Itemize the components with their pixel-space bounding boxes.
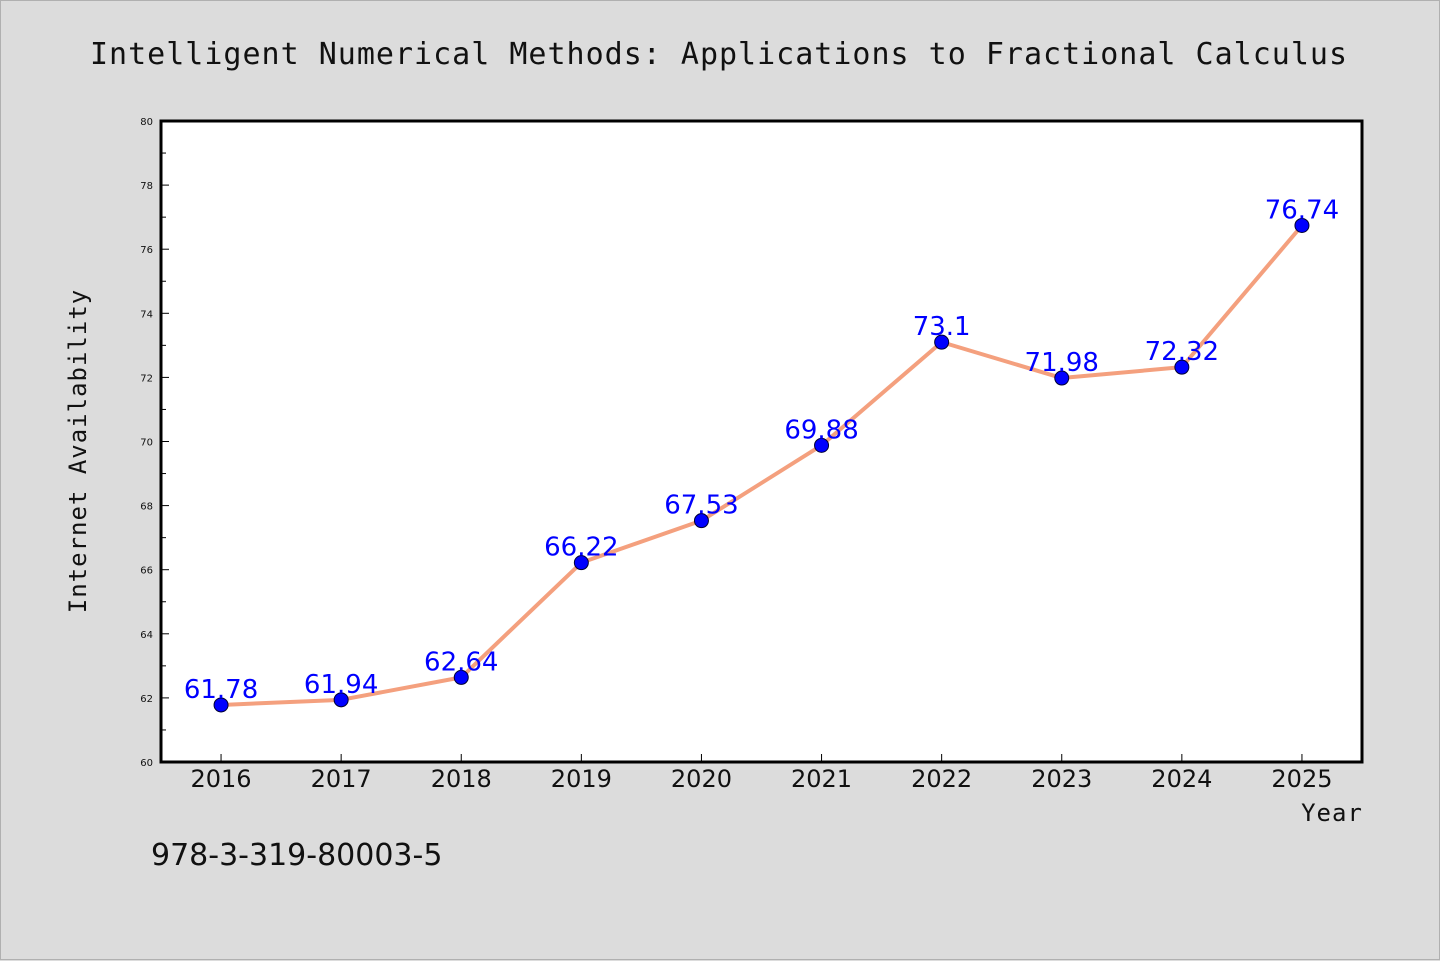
x-tick-label: 2025 [1271, 765, 1332, 793]
y-tick-label: 76 [140, 245, 153, 256]
y-axis-label: Internet Availability [64, 289, 92, 613]
y-tick-label: 68 [140, 502, 153, 513]
data-label: 73.1 [913, 312, 971, 342]
x-axis-label: Year [1301, 799, 1363, 827]
y-tick-label: 60 [140, 758, 153, 769]
data-label: 71.98 [1025, 348, 1099, 378]
data-point [814, 437, 830, 453]
data-point [333, 692, 349, 708]
y-tick-label: 70 [140, 438, 153, 449]
data-point [573, 555, 589, 571]
data-label: 61.94 [304, 670, 378, 700]
data-point [453, 669, 469, 685]
y-tick-label: 72 [140, 373, 153, 384]
data-point [934, 334, 950, 350]
data-point [1174, 359, 1190, 375]
data-label: 62.64 [424, 647, 498, 677]
x-tick-label: 2016 [191, 765, 252, 793]
y-axis: 60 62 64 66 68 70 72 74 76 78 80 [140, 117, 169, 769]
data-label: 67.53 [664, 491, 738, 521]
y-tick-label: 78 [140, 181, 153, 192]
plot-area [159, 119, 1364, 764]
data-point [1054, 370, 1070, 386]
data-label: 69.88 [784, 415, 858, 445]
x-tick-label: 2020 [671, 765, 732, 793]
isbn-footer: 978-3-319-80003-5 [151, 838, 442, 873]
y-tick-label: 62 [140, 694, 153, 705]
x-tick-label: 2024 [1151, 765, 1212, 793]
x-tick-label: 2023 [1031, 765, 1092, 793]
data-label: 72.32 [1145, 337, 1219, 367]
data-point [693, 513, 709, 529]
data-point [1294, 217, 1310, 233]
data-label: 61.78 [184, 675, 258, 705]
x-tick-label: 2021 [791, 765, 852, 793]
x-tick-label: 2019 [551, 765, 612, 793]
series-group: 61.78 61.94 62.64 66.22 67.53 69.88 73.1 71.98 7… [184, 195, 1339, 713]
y-tick-label: 64 [140, 630, 153, 641]
chart-title: Intelligent Numerical Methods: Applicati… [90, 37, 1348, 72]
y-tick-label: 80 [140, 117, 153, 128]
data-point [213, 697, 229, 713]
y-tick-label: 74 [140, 309, 153, 320]
data-label: 76.74 [1265, 195, 1339, 225]
x-tick-label: 2022 [911, 765, 972, 793]
x-tick-label: 2018 [431, 765, 492, 793]
x-tick-label: 2017 [311, 765, 372, 793]
x-axis: 2016 2017 2018 2019 2020 2021 2022 2023 2024 2025 [191, 754, 1332, 793]
y-tick-label: 66 [140, 566, 153, 577]
data-label: 66.22 [544, 533, 618, 563]
series-line [220, 224, 1304, 707]
